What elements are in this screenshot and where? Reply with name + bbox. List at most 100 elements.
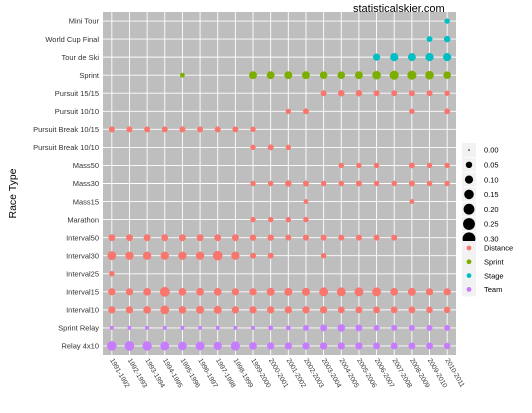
point-distance [444,90,450,96]
point-stage [443,53,452,62]
point-distance [338,90,345,97]
point-team [230,341,240,351]
point-team [426,324,433,331]
point-distance [143,251,152,260]
point-sprint [443,71,451,79]
point-distance [373,90,380,97]
point-team [178,341,187,351]
point-distance [108,288,116,296]
point-distance [249,288,257,296]
point-distance [372,287,381,297]
point-distance [443,288,451,296]
point-distance [267,216,274,223]
point-distance [373,180,380,187]
size-legend-label: 0.25 [484,220,499,229]
point-distance [443,306,451,314]
point-team [373,342,380,350]
point-distance [250,216,256,223]
y-tick-label: Mass50 [73,161,99,170]
point-distance [231,288,239,296]
point-distance [285,144,292,151]
point-distance [303,108,309,115]
point-distance [408,162,415,169]
point-distance [390,288,399,296]
size-legend-label: 0.15 [484,190,499,199]
y-tick-label: Interval50 [66,233,99,242]
point-distance [196,234,204,242]
color-legend-dot [466,287,472,292]
point-distance [285,180,292,187]
point-distance [231,234,239,242]
point-distance [391,180,397,187]
point-distance [320,90,327,97]
point-distance [143,306,151,314]
color-legend-label: Sprint [484,258,505,267]
point-distance [214,126,221,133]
point-sprint [425,70,434,80]
point-stage [407,53,416,62]
point-distance [444,108,451,115]
y-tick-label: Interval30 [66,251,99,260]
size-legend-label: 0.00 [484,146,499,155]
point-distance [320,306,328,314]
size-legend-dot [465,161,473,169]
color-legend-dot [466,245,472,251]
point-distance [390,306,398,314]
y-tick-label: Mass30 [73,179,99,188]
point-distance [426,90,433,97]
point-distance [285,234,292,241]
point-sprint [389,70,399,80]
point-sprint [337,71,346,79]
point-distance [267,252,274,259]
point-distance [108,126,115,133]
point-distance [250,126,256,133]
point-distance [178,288,187,296]
point-distance [426,162,433,169]
color-legend-label: Team [484,285,502,294]
point-distance [267,180,274,187]
size-legend-label: 0.30 [484,235,499,244]
point-team [233,325,238,330]
point-distance [109,271,115,277]
color-legend: Distance Sprint Stage Team [462,241,513,297]
point-distance [391,90,398,97]
point-sprint [302,71,310,80]
point-team [444,324,451,331]
y-tick-label: Mass15 [73,197,99,206]
point-distance [373,234,380,241]
y-axis-tick-labels: Relay 4x10 Sprint Relay Interval10 Interval… [33,17,100,351]
point-team [302,342,310,350]
point-distance [144,126,151,133]
size-legend-dot [468,149,470,151]
size-legend-label: 0.05 [484,161,499,170]
y-tick-label: Marathon [67,215,99,224]
point-distance [303,180,309,187]
point-team [160,341,170,351]
point-distance [409,108,415,114]
y-tick-label: World Cup Final [45,35,99,44]
point-distance [408,306,416,314]
point-team [443,342,451,350]
point-distance [391,234,398,241]
point-team [162,325,167,330]
point-distance [250,180,256,187]
size-legend-label: 0.20 [484,205,499,214]
point-distance [285,108,292,114]
point-distance [355,180,362,187]
size-legend-dot [463,203,475,215]
point-distance [213,288,222,296]
point-team [180,325,185,330]
point-distance [126,126,133,133]
point-distance [126,234,133,242]
point-stage [372,53,381,61]
point-team [391,324,398,331]
point-distance [302,306,310,314]
size-legend-dot [463,218,475,230]
point-distance [355,234,362,241]
point-distance [407,287,416,296]
y-tick-label: Pursuit 15/15 [55,89,99,98]
point-distance [302,287,310,296]
point-team [337,342,345,350]
point-stage [425,53,434,62]
